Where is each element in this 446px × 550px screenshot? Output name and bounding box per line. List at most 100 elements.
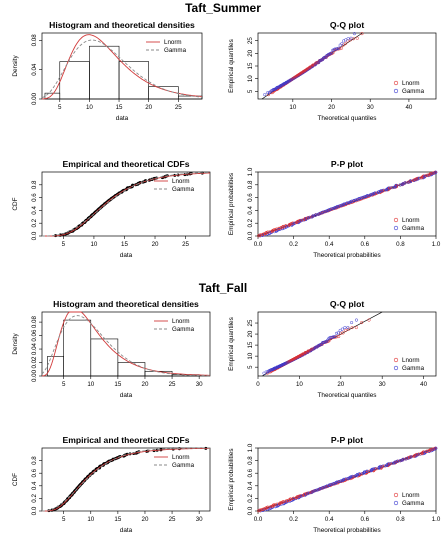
sec0-pp-xtick-label: 0.8 <box>396 241 405 248</box>
sec0-histogram-bar <box>177 95 203 100</box>
sec0-pp-gamma-point <box>345 201 349 205</box>
sec0-qq-lnorm-point <box>339 46 344 50</box>
sec1-histogram-xtick-label: 25 <box>169 381 176 388</box>
sec0-qq-lnorm-point <box>266 93 271 97</box>
sec1-histogram-xtick-label: 15 <box>114 381 121 388</box>
sec0-pp-gamma-point <box>311 214 315 218</box>
sec1-pp-xtick-label: 0.4 <box>325 516 334 523</box>
sec0-cdf-ytick-label: 0.6 <box>31 193 38 202</box>
sec0-pp-gamma-point <box>355 197 359 201</box>
sec1-pp-ytick-label: 0.8 <box>247 456 254 465</box>
sec0-qq-xtick-label: 20 <box>328 104 335 111</box>
sec1-cdf-ytick-label: 0.8 <box>31 456 38 465</box>
sec1-pp-gamma-point <box>330 482 334 486</box>
sec0-qq-xlabel: Theoretical quantiles <box>318 115 377 122</box>
sec1-pp-gamma-point <box>357 472 361 476</box>
sec0-qq-gamma-point <box>263 93 267 97</box>
sec1-qq-lnorm-point <box>360 321 364 325</box>
sec1-pp-lnorm-point <box>299 494 303 498</box>
sec0-pp-lnorm-point <box>281 224 285 228</box>
sec0-qq-ytick-label: 15 <box>247 62 254 69</box>
sec0-pp-legend-gamma-swatch <box>393 225 399 231</box>
sec1-qq-lnorm-point <box>335 335 339 339</box>
sec1-qq-gamma-point <box>336 331 340 335</box>
sec1-qq-gamma-point <box>331 335 336 339</box>
sec1-pp-lnorm-point <box>417 452 421 456</box>
sec1-cdf-legend-lnorm: Lnorm <box>172 454 190 461</box>
sec0-pp-lnorm-point <box>298 219 302 223</box>
sec1-qq-ytick-label: 15 <box>247 341 254 348</box>
section-title: Taft_Fall <box>199 281 247 295</box>
sec0-histogram-ytick-label: 0.04 <box>31 63 38 76</box>
sec0-histogram-legend-gamma: Gamma <box>164 47 187 54</box>
sec1-qq-plot-area <box>257 311 437 377</box>
sec1-pp-xlabel: Theoretical probabilities <box>313 527 381 534</box>
sec1-pp-gamma-point <box>390 461 394 465</box>
sec0-qq-gamma-point <box>337 46 341 50</box>
sec0-pp-xtick-label: 1.0 <box>432 241 441 248</box>
sec0-histogram-bar <box>118 61 149 100</box>
sec1-qq-gamma-point <box>350 321 354 325</box>
sec1-pp-gamma-point <box>335 480 339 484</box>
sec0-pp-gamma-point <box>387 186 391 190</box>
sec1-histogram-xtick-label: 10 <box>87 381 94 388</box>
sec1-histogram-title: Histogram and theoretical densities <box>53 299 199 309</box>
sec1-qq-gamma-point <box>346 326 350 330</box>
sec1-pp-lnorm-point <box>415 452 419 457</box>
sec0-pp-ytick-label: 1.0 <box>247 167 254 176</box>
sec1-pp-xtick-label: 1.0 <box>432 516 441 523</box>
sec0-pp-legend-lnorm-swatch <box>393 217 399 223</box>
sec1-qq-xtick-label: 30 <box>379 381 386 388</box>
sec0-cdf-plot-area <box>41 171 211 237</box>
sec0-histogram-ytick-label: 0.00 <box>31 92 38 105</box>
sec0-histogram-bar <box>59 61 90 100</box>
sec1-cdf-legend-gamma: Gamma <box>172 462 195 469</box>
sec0-qq-xtick-label: 30 <box>367 104 374 111</box>
sec1-histogram-xlabel: data <box>120 392 133 399</box>
sec0-qq-legend-gamma-swatch <box>393 88 399 94</box>
sec0-pp-gamma-point <box>335 204 340 208</box>
sec0-histogram-bar <box>148 86 179 100</box>
sec0-cdf-xtick-label: 25 <box>182 241 189 248</box>
sec0-qq-gamma-point <box>338 43 342 47</box>
sec1-pp-lnorm-point <box>409 455 413 459</box>
sec0-pp-ytick-label: 0.4 <box>247 206 254 215</box>
sec1-pp-gamma-point <box>342 477 346 481</box>
sec1-cdf-gamma-cdf <box>41 447 210 512</box>
sec1-pp-gamma-point <box>344 477 348 481</box>
sec1-cdf-plot-area <box>41 447 211 512</box>
sec0-histogram-xlabel: data <box>116 115 129 122</box>
sec1-qq-ylabel: Empirical quantiles <box>228 317 235 371</box>
sec0-pp-gamma-point <box>434 170 438 174</box>
sec0-pp-xlabel: Theoretical probabilities <box>313 252 381 259</box>
sec1-cdf-ytick-label: 0.6 <box>31 468 38 477</box>
sec0-histogram-xtick-label: 25 <box>175 104 182 111</box>
sec1-pp-gamma-point <box>327 483 332 487</box>
sec0-cdf-xtick-label: 10 <box>90 241 97 248</box>
sec1-cdf-ytick-label: 0.4 <box>31 481 38 490</box>
sec1-qq-xtick-label: 40 <box>420 381 427 388</box>
sec1-histogram-xtick-label: 20 <box>142 381 149 388</box>
sec0-pp-gamma-point <box>401 181 405 186</box>
sec0-cdf-xtick-label: 15 <box>121 241 128 248</box>
sec0-cdf-ytick-label: 0.4 <box>31 206 38 215</box>
sec0-histogram-xtick-label: 10 <box>86 104 93 111</box>
sec0-pp-gamma-point <box>331 206 336 210</box>
sec0-pp-xtick-label: 0.0 <box>254 241 263 248</box>
sec1-pp-lnorm-point <box>258 508 262 512</box>
sec0-qq-lnorm-point <box>360 32 364 36</box>
sec1-qq-xtick-label: 10 <box>296 381 303 388</box>
sec1-pp-plot-area <box>257 447 437 512</box>
sec0-qq-gamma-point <box>327 52 331 57</box>
sec0-cdf-ytick-label: 0.2 <box>31 218 38 227</box>
sec0-qq-title: Q-Q plot <box>330 20 365 30</box>
sec0-pp-plot-area <box>257 171 437 237</box>
sec1-cdf-xtick-label: 25 <box>169 516 176 523</box>
sec1-pp-lnorm-point <box>256 509 261 513</box>
sec1-pp-gamma-point <box>410 455 414 459</box>
sec1-qq-ytick-label: 25 <box>247 319 254 326</box>
sec1-qq-xtick-label: 20 <box>337 381 344 388</box>
sec0-pp-gamma-point <box>365 194 369 198</box>
sec0-pp-ytick-label: 0.0 <box>247 231 254 240</box>
